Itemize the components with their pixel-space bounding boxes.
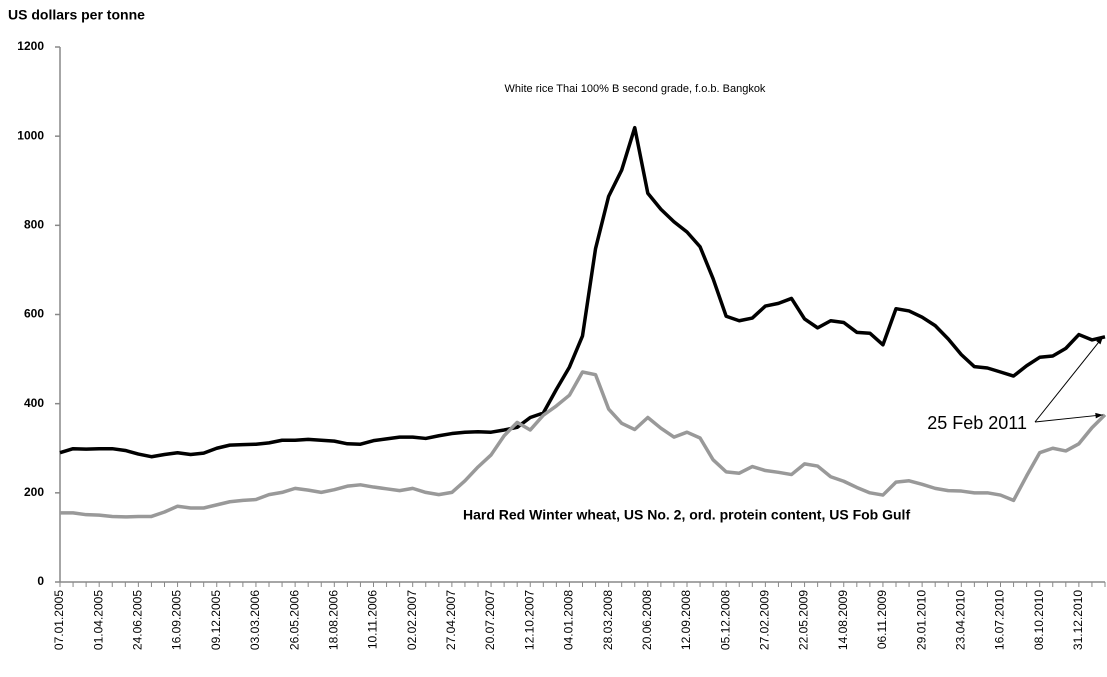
x-tick-label: 26.05.2006 — [287, 590, 301, 650]
x-tick-label: 28.03.2008 — [601, 590, 615, 650]
arrow-head — [1096, 336, 1103, 345]
y-axis-title: US dollars per tonne — [8, 7, 145, 23]
rice-label: White rice Thai 100% B second grade, f.o… — [505, 83, 766, 95]
x-tick-label: 16.09.2005 — [170, 590, 184, 650]
x-tick-label: 01.04.2005 — [91, 590, 105, 650]
x-tick-label: 24.06.2005 — [131, 590, 145, 650]
y-tick-label: 200 — [24, 485, 44, 499]
wheat-label: Hard Red Winter wheat, US No. 2, ord. pr… — [463, 507, 910, 523]
x-tick-label: 12.10.2007 — [522, 590, 536, 650]
x-tick-label: 04.01.2008 — [562, 590, 576, 650]
x-tick-label: 20.06.2008 — [640, 590, 654, 650]
annotation-arrow — [1034, 336, 1104, 423]
annotation-arrow — [1034, 414, 1104, 423]
x-tick-label: 03.03.2006 — [248, 590, 262, 650]
x-tick-label: 12.09.2008 — [679, 590, 693, 650]
x-tick-label: 06.11.2009 — [875, 590, 889, 649]
y-tick-label: 0 — [37, 574, 44, 588]
x-tick-label: 27.04.2007 — [444, 590, 458, 650]
x-tick-label: 02.02.2007 — [405, 590, 419, 650]
x-tick-label: 07.01.2005 — [52, 590, 66, 650]
date-annotation: 25 Feb 2011 — [927, 413, 1027, 433]
y-tick-label: 800 — [24, 218, 44, 232]
x-tick-label: 18.08.2006 — [326, 590, 340, 650]
x-tick-label: 10.11.2006 — [366, 590, 380, 649]
x-tick-label: 20.07.2007 — [483, 590, 497, 650]
x-tick-label: 05.12.2008 — [718, 590, 732, 650]
y-tick-label: 400 — [24, 396, 44, 410]
x-tick-label: 31.12.2010 — [1071, 590, 1085, 650]
y-tick-label: 600 — [24, 307, 44, 321]
series-line — [59, 125, 1106, 459]
x-tick-label: 08.10.2010 — [1032, 590, 1046, 650]
arrow-head — [1095, 412, 1103, 419]
y-tick-label: 1000 — [17, 128, 44, 142]
x-tick-label: 29.01.2010 — [914, 590, 928, 650]
x-tick-label: 14.08.2009 — [836, 590, 850, 650]
series-line — [60, 370, 1107, 519]
x-tick-label: 27.02.2009 — [758, 590, 772, 650]
x-tick-label: 23.04.2010 — [953, 590, 967, 650]
x-tick-label: 16.07.2010 — [993, 590, 1007, 650]
x-tick-label: 22.05.2009 — [797, 590, 811, 650]
y-tick-label: 1200 — [17, 39, 44, 53]
x-tick-label: 09.12.2005 — [209, 590, 223, 650]
